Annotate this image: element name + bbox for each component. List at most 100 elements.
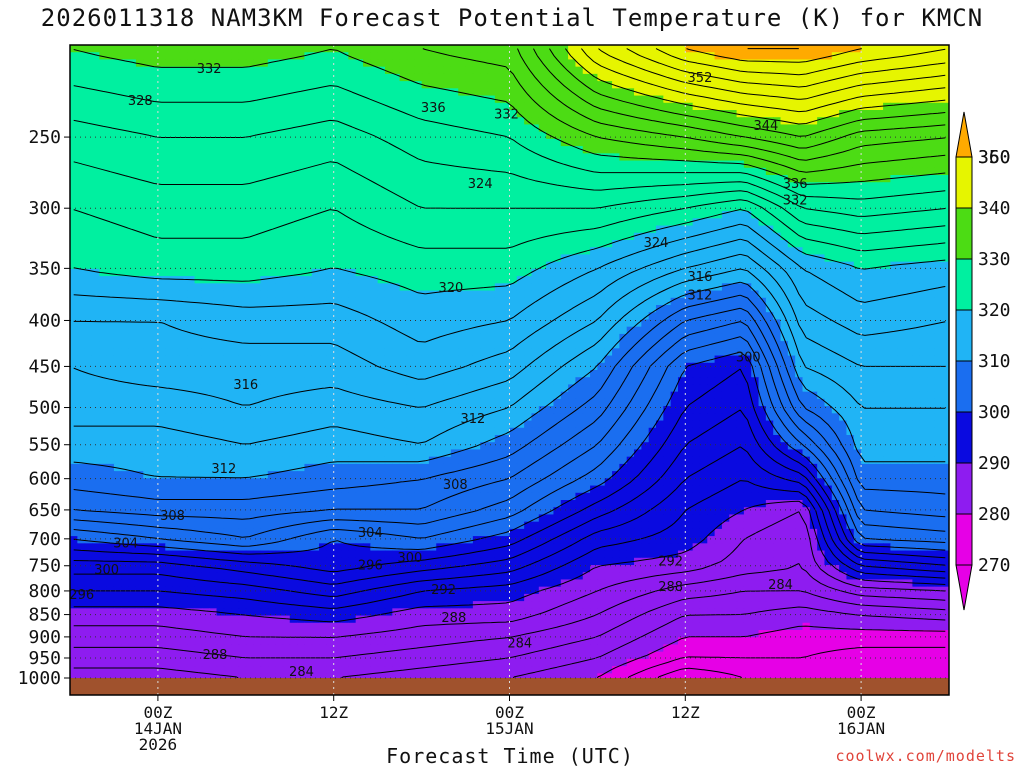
heatmap-cell [590,138,598,147]
heatmap-cell [670,81,679,89]
heatmap-cell [714,268,723,277]
heatmap-cell [619,73,628,82]
heatmap-cell [472,211,481,219]
heatmap-cell [538,341,547,349]
heatmap-cell [831,218,840,227]
heatmap-cell [934,211,943,219]
heatmap-cell [172,312,181,321]
heatmap-cell [751,81,760,89]
heatmap-cell [721,102,730,111]
heatmap-cell [941,175,949,183]
heatmap-cell [795,73,804,82]
heatmap-cell [765,211,774,219]
heatmap-cell [209,283,218,292]
heatmap-cell [685,117,694,126]
heatmap-cell [297,225,305,234]
heatmap-cell [656,312,664,321]
heatmap-cell [597,153,606,162]
heatmap-cell [597,88,606,97]
heatmap-cell [743,88,752,97]
heatmap-cell [883,73,891,82]
heatmap-cell [714,160,723,169]
heatmap-cell [355,146,364,154]
heatmap-cell [560,326,569,335]
heatmap-cell [179,319,188,328]
heatmap-cell [231,333,240,342]
heatmap-cell [612,211,620,219]
heatmap-cell [634,305,642,313]
heatmap-cell [634,131,642,140]
heatmap-cell [861,73,870,82]
heatmap-cell [245,88,254,97]
heatmap-cell [677,240,686,248]
heatmap-cell [84,81,93,89]
heatmap-cell [809,182,818,191]
heatmap-cell [699,240,708,248]
heatmap-cell [245,297,254,306]
heatmap-cell [113,218,122,227]
heatmap-cell [663,52,672,61]
heatmap-cell [934,225,943,234]
heatmap-cell [560,268,569,277]
heatmap-cell [568,290,577,299]
heatmap-cell [721,312,730,321]
heatmap-cell [304,297,313,306]
heatmap-cell [326,153,335,162]
heatmap-cell [443,261,452,270]
heatmap-cell [275,95,284,104]
heatmap-cell [91,175,100,183]
heatmap-cell [568,131,577,140]
heatmap-cell [238,146,247,154]
heatmap-cell [201,225,210,234]
heatmap-cell [758,138,767,147]
heatmap-cell [333,268,342,277]
heatmap-cell [282,254,291,263]
heatmap-cell [612,326,620,335]
heatmap-cell [692,312,701,321]
heatmap-cell [223,66,232,75]
heatmap-cell [121,305,130,313]
heatmap-cell [568,297,577,306]
heatmap-cell [384,117,393,126]
heatmap-cell [531,102,540,111]
heatmap-cell [824,45,833,53]
heatmap-cell [714,167,723,176]
heatmap-cell [297,167,305,176]
heatmap-cell [421,283,430,292]
heatmap-cell [443,146,452,154]
heatmap-cell [91,167,100,176]
heatmap-cell [267,196,276,205]
heatmap-cell [692,218,701,227]
heatmap-cell [883,153,891,162]
heatmap-cell [194,305,203,313]
heatmap-cell [626,225,635,234]
heatmap-cell [736,102,745,111]
heatmap-cell [297,160,305,169]
heatmap-cell [209,290,218,299]
heatmap-cell [465,261,474,270]
heatmap-cell [458,333,467,342]
heatmap-cell [773,59,782,68]
heatmap-cell [824,117,833,126]
heatmap-cell [275,283,284,292]
heatmap-cell [494,52,503,61]
heatmap-cell [304,117,313,126]
heatmap-cell [465,297,474,306]
heatmap-cell [751,254,760,263]
heatmap-cell [795,131,804,140]
heatmap-cell [883,81,891,89]
heatmap-cell [245,319,254,328]
heatmap-cell [275,203,284,212]
heatmap-cell [165,52,174,61]
heatmap-cell [758,283,767,292]
heatmap-cell [275,88,284,97]
heatmap-cell [685,124,694,133]
heatmap-cell [150,88,159,97]
heatmap-cell [853,283,862,292]
heatmap-cell [231,95,240,104]
heatmap-cell [890,45,899,53]
heatmap-cell [941,131,949,140]
heatmap-cell [355,182,364,191]
heatmap-cell [187,240,196,248]
heatmap-cell [223,283,232,292]
